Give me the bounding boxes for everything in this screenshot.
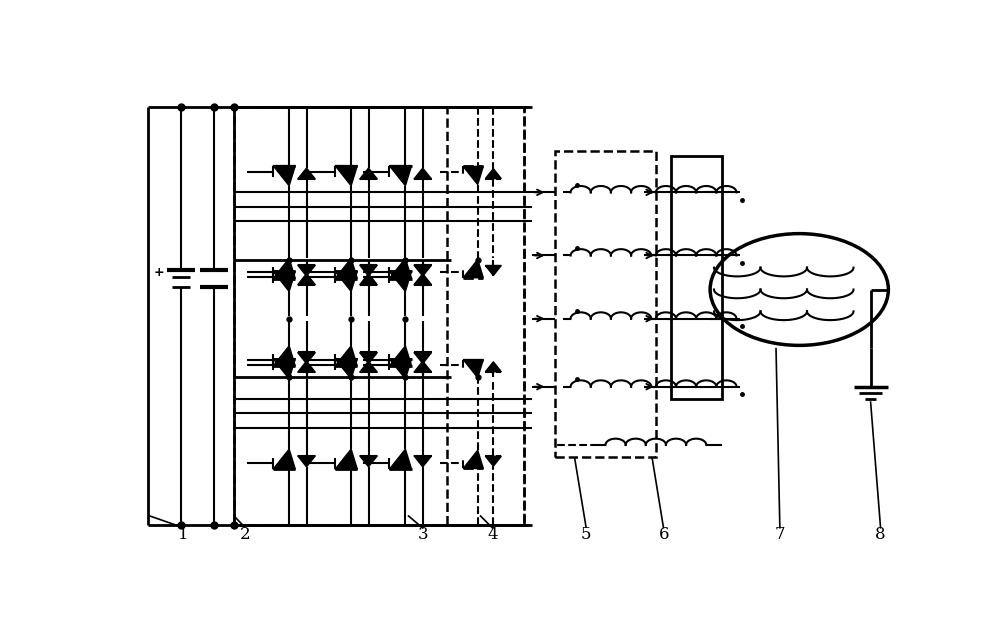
Polygon shape — [414, 274, 432, 285]
Text: 8: 8 — [875, 526, 886, 543]
Polygon shape — [463, 451, 483, 468]
Polygon shape — [298, 353, 315, 363]
Polygon shape — [463, 167, 483, 185]
Polygon shape — [298, 361, 315, 372]
Bar — [555, 151, 656, 457]
Polygon shape — [273, 165, 295, 186]
Polygon shape — [273, 346, 295, 366]
Polygon shape — [389, 449, 412, 469]
Polygon shape — [273, 271, 295, 292]
Polygon shape — [335, 346, 357, 366]
Polygon shape — [463, 259, 483, 278]
Polygon shape — [414, 456, 432, 467]
Polygon shape — [360, 265, 377, 276]
Polygon shape — [485, 266, 501, 276]
Polygon shape — [414, 353, 432, 363]
Polygon shape — [273, 259, 295, 279]
Text: 5: 5 — [581, 526, 591, 543]
Polygon shape — [389, 259, 412, 279]
Text: 1: 1 — [178, 526, 188, 543]
Polygon shape — [414, 361, 432, 372]
Polygon shape — [389, 346, 412, 366]
Text: 6: 6 — [658, 526, 669, 543]
Polygon shape — [335, 271, 357, 292]
Bar — [234, 107, 524, 525]
Polygon shape — [485, 362, 501, 372]
Polygon shape — [414, 265, 432, 276]
Polygon shape — [335, 449, 357, 469]
Text: 7: 7 — [775, 526, 785, 543]
Bar — [447, 107, 524, 525]
Polygon shape — [273, 358, 295, 379]
Text: 3: 3 — [418, 526, 429, 543]
Polygon shape — [298, 274, 315, 285]
Polygon shape — [335, 165, 357, 186]
Polygon shape — [298, 265, 315, 276]
Polygon shape — [389, 271, 412, 292]
Polygon shape — [335, 358, 357, 379]
Text: 4: 4 — [488, 526, 498, 543]
Polygon shape — [360, 456, 377, 467]
Text: +: + — [154, 266, 164, 278]
Polygon shape — [335, 259, 357, 279]
Polygon shape — [485, 456, 501, 466]
Polygon shape — [414, 168, 432, 179]
Polygon shape — [298, 168, 315, 179]
Polygon shape — [298, 456, 315, 467]
Polygon shape — [273, 449, 295, 469]
Polygon shape — [360, 168, 377, 179]
Polygon shape — [360, 274, 377, 285]
Text: 2: 2 — [240, 526, 250, 543]
Polygon shape — [360, 361, 377, 372]
Polygon shape — [389, 358, 412, 379]
Polygon shape — [463, 360, 483, 378]
Bar — [671, 156, 722, 399]
Polygon shape — [389, 165, 412, 186]
Polygon shape — [360, 353, 377, 363]
Polygon shape — [485, 168, 501, 179]
